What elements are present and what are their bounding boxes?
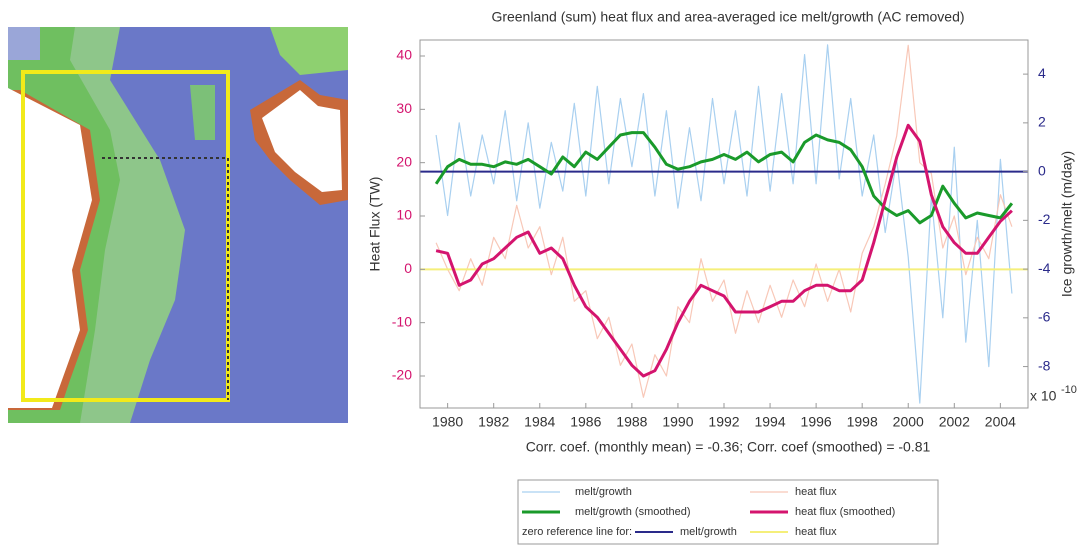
x-tick-label: 2002 — [939, 414, 970, 430]
x-tick-label: 1988 — [616, 414, 647, 430]
legend-label: heat flux (smoothed) — [795, 506, 895, 518]
y-tick-label: -10 — [392, 313, 412, 329]
x-tick-label: 1986 — [570, 414, 601, 430]
y2-tick-label: 2 — [1038, 114, 1046, 130]
y-axis-label: Heat Flux (TW) — [367, 177, 383, 272]
legend-label: melt/growth — [680, 526, 737, 538]
y2-axis-label: Ice growth/melt (m/day) — [1059, 151, 1075, 297]
y2-tick-label: -6 — [1038, 309, 1051, 325]
y2-tick-label: 0 — [1038, 162, 1046, 178]
map — [8, 27, 348, 423]
legend-label: melt/growth (smoothed) — [575, 506, 691, 518]
y-tick-label: 10 — [396, 207, 412, 223]
x-tick-label: 2000 — [893, 414, 924, 430]
y2-tick-label: -4 — [1038, 260, 1051, 276]
x-tick-label: 1994 — [754, 414, 785, 430]
footnote: Corr. coef. (monthly mean) = -0.36; Corr… — [526, 439, 931, 455]
y-tick-label: 20 — [396, 153, 412, 169]
x-tick-label: 1996 — [801, 414, 832, 430]
y2-multiplier: x 10 — [1030, 388, 1057, 404]
plot-area — [420, 45, 1028, 403]
legend-label: heat flux — [795, 526, 837, 538]
series-line — [436, 45, 1012, 403]
legend-label: melt/growth — [575, 486, 632, 498]
y2-tick-label: -8 — [1038, 357, 1051, 373]
y2-tick-label: 4 — [1038, 65, 1046, 81]
x-tick-label: 1992 — [708, 414, 739, 430]
x-tick-label: 1990 — [662, 414, 693, 430]
chart-title: Greenland (sum) heat flux and area-avera… — [491, 9, 964, 25]
x-tick-label: 1980 — [432, 414, 463, 430]
y-tick-label: 30 — [396, 100, 412, 116]
x-tick-label: 2004 — [985, 414, 1016, 430]
y2-multiplier-exponent: -10 — [1061, 384, 1077, 396]
x-tick-label: 1982 — [478, 414, 509, 430]
y2-tick-label: -2 — [1038, 211, 1051, 227]
legend-label: heat flux — [795, 486, 837, 498]
y-tick-label: 0 — [404, 260, 412, 276]
y-tick-label: 40 — [396, 47, 412, 63]
legend-reference-label: zero reference line for: — [522, 526, 632, 538]
y-tick-label: -20 — [392, 367, 412, 383]
series-line — [436, 45, 1012, 397]
page: Greenland (sum) heat flux and area-avera… — [0, 0, 1081, 546]
x-tick-label: 1984 — [524, 414, 555, 430]
plot-frame — [420, 40, 1028, 408]
series-line — [436, 133, 1012, 223]
x-tick-label: 1998 — [847, 414, 878, 430]
